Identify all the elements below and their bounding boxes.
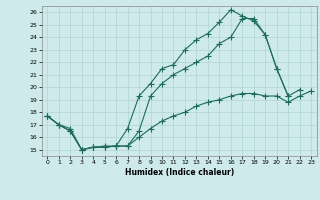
- X-axis label: Humidex (Indice chaleur): Humidex (Indice chaleur): [124, 168, 234, 177]
